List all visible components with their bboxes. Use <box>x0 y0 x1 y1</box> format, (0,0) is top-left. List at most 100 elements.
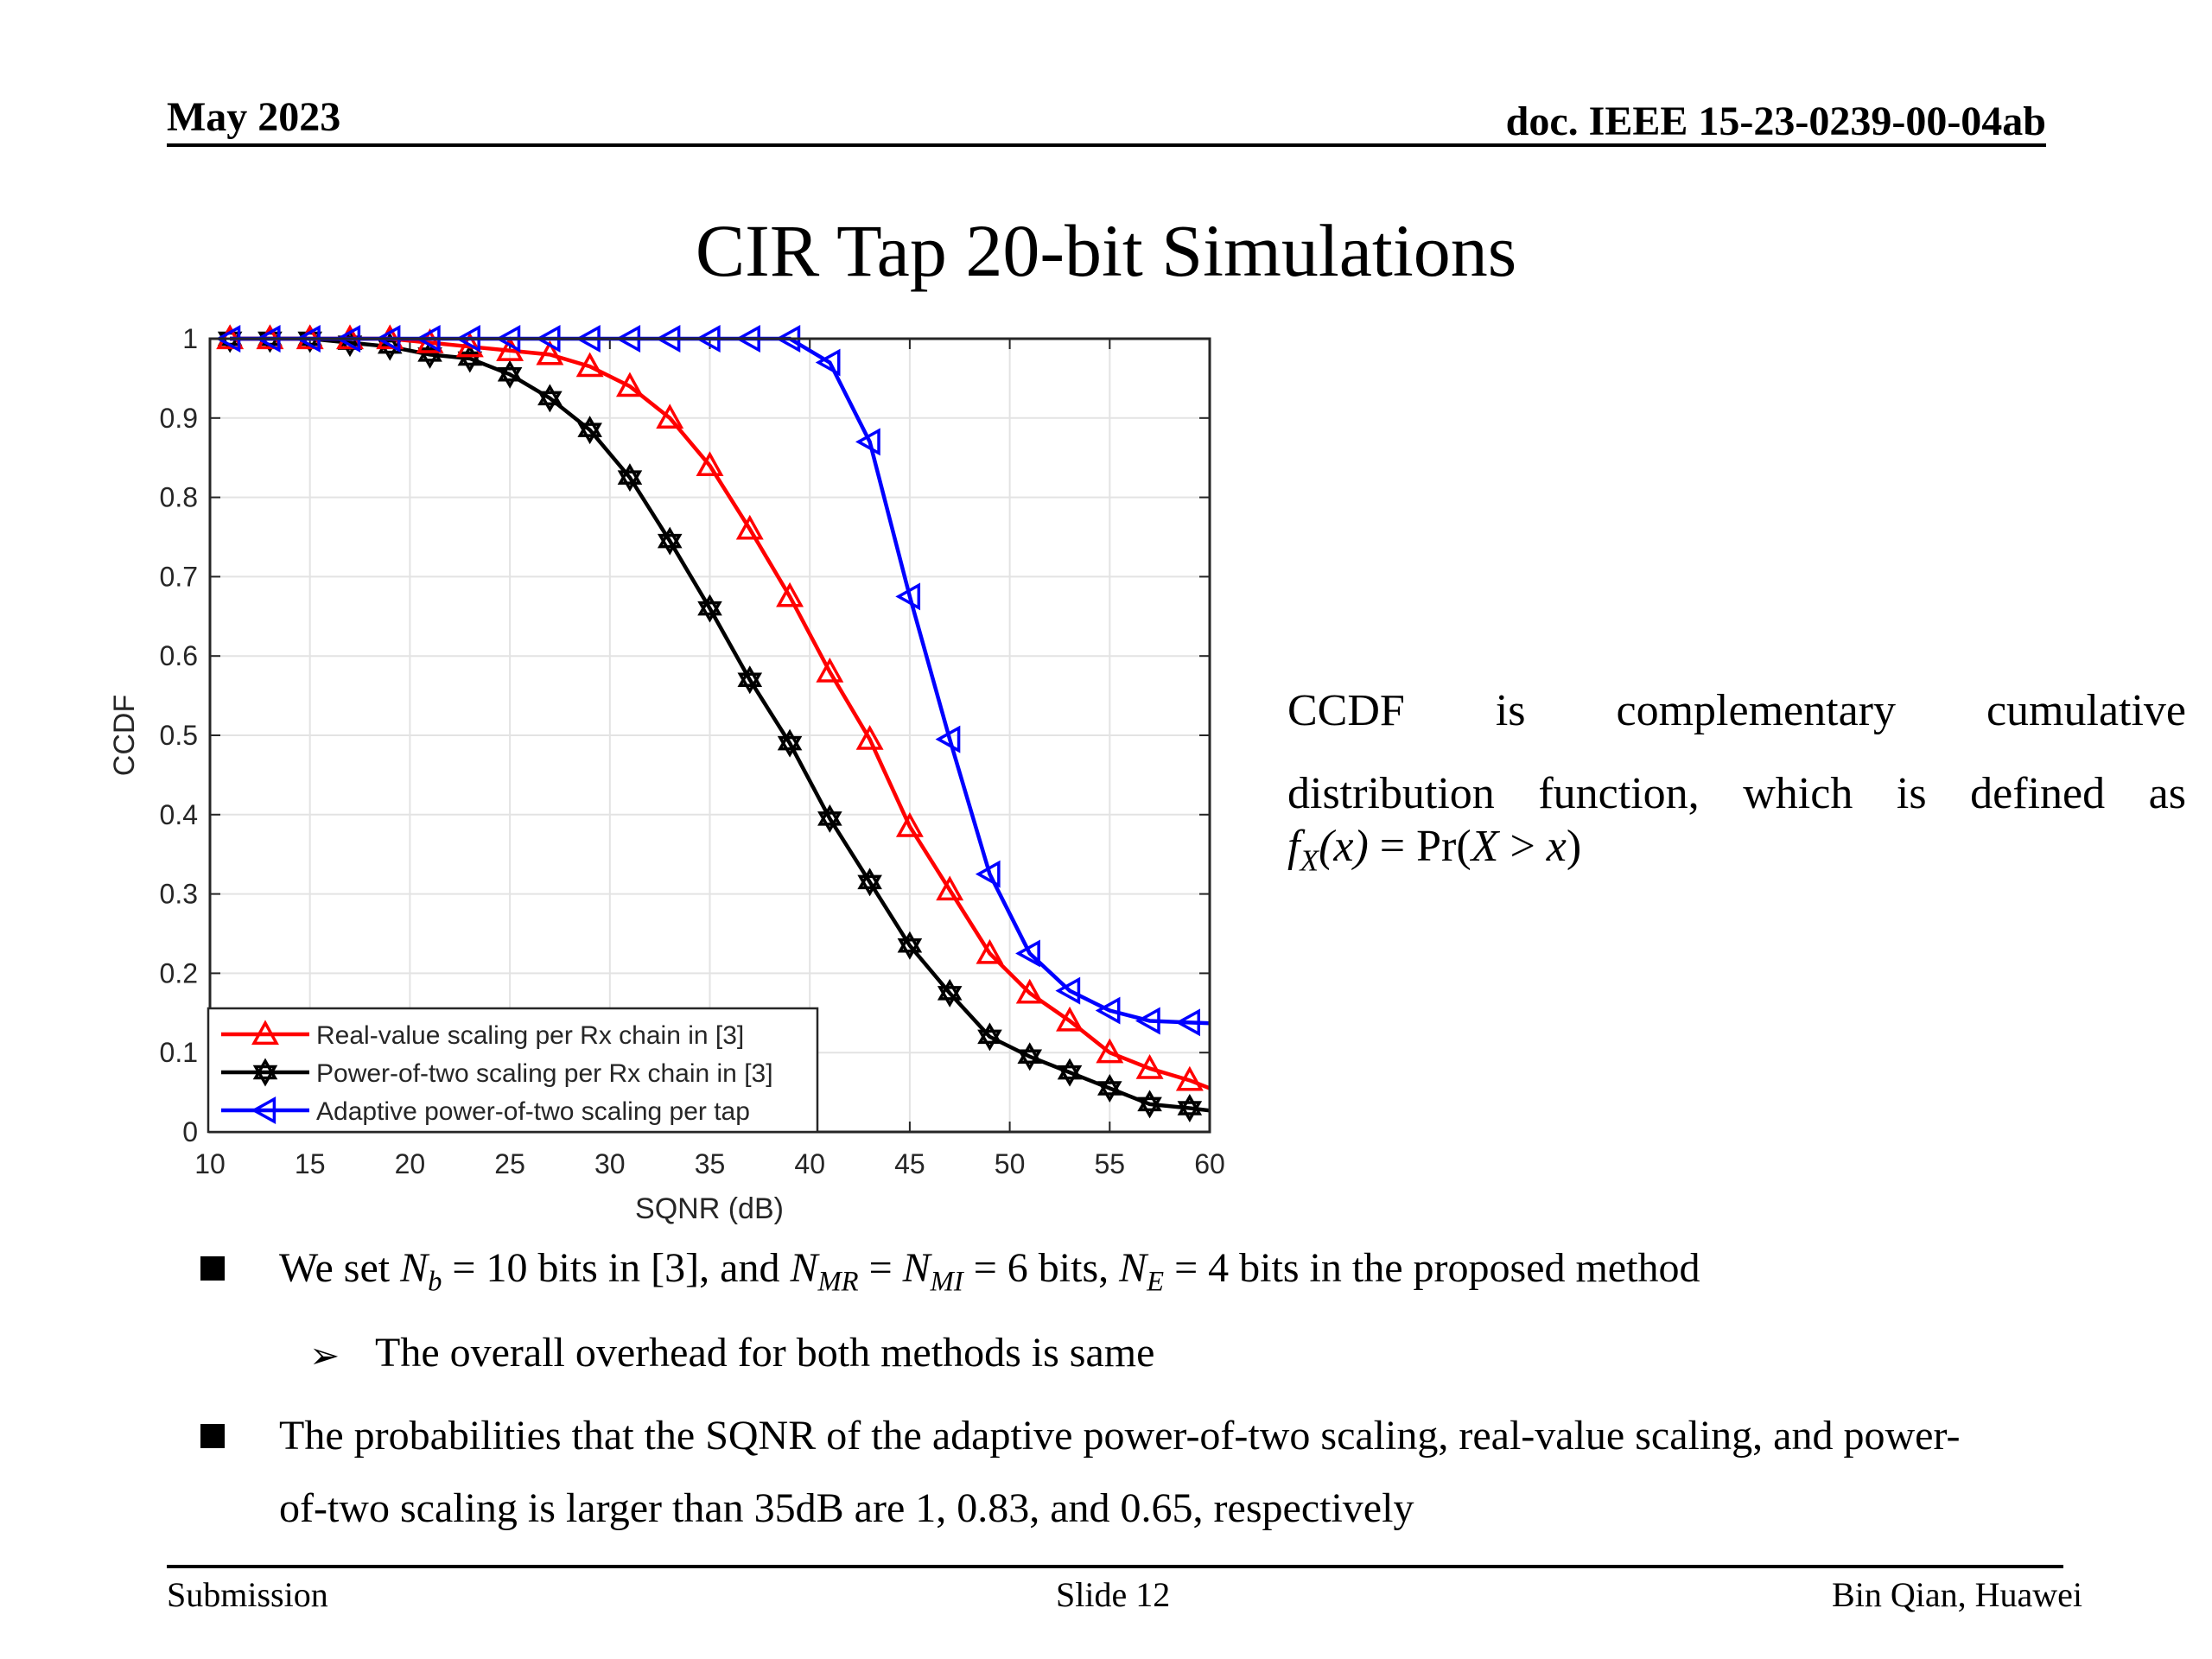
ccdf-formula: fX(x) = Pr(X > x) <box>1287 821 1581 878</box>
x-tick-label: 30 <box>594 1148 626 1179</box>
data-point <box>975 860 1001 888</box>
data-point <box>1095 996 1121 1025</box>
data-point <box>895 582 921 611</box>
data-point <box>1055 976 1081 1005</box>
data-point <box>777 728 803 758</box>
data-point <box>1177 1093 1203 1122</box>
footer-left: Submission <box>167 1575 328 1614</box>
x-tick-label: 50 <box>995 1148 1026 1179</box>
data-point <box>577 416 602 445</box>
bullet-2-line-1: The probabilities that the SQNR of the a… <box>279 1413 1961 1459</box>
y-tick-label: 1 <box>182 323 198 354</box>
data-point <box>1096 1038 1124 1064</box>
y-axis-label: CCDF <box>108 695 141 776</box>
x-tick-label: 55 <box>1095 1148 1126 1179</box>
footer-author: Bin Qian, Huawei <box>1832 1575 2082 1614</box>
y-tick-label: 0.2 <box>160 957 198 988</box>
data-point <box>697 594 722 623</box>
data-point <box>855 724 884 750</box>
data-point <box>1097 1074 1122 1103</box>
data-point <box>537 384 563 413</box>
footer-divider <box>167 1565 2063 1568</box>
x-axis-label: SQNR (dB) <box>635 1192 784 1225</box>
data-point <box>1056 1006 1084 1032</box>
data-point <box>895 811 924 837</box>
legend-item: Real-value scaling per Rx chain in [3] <box>221 1020 744 1050</box>
bullet-1-text: = <box>858 1245 903 1291</box>
legend-marker <box>251 1096 276 1124</box>
bullet-square-icon <box>200 1256 225 1281</box>
data-point <box>817 804 842 833</box>
formula-close: ) <box>1566 822 1582 871</box>
data-point <box>976 938 1004 964</box>
y-tick-label: 0.8 <box>160 482 198 513</box>
y-tick-label: 0.9 <box>160 403 198 434</box>
data-point <box>936 875 964 901</box>
y-tick-label: 0.6 <box>160 640 198 671</box>
formula-sub: X <box>1300 842 1319 878</box>
data-point <box>536 340 564 365</box>
data-point <box>857 868 882 897</box>
data-point <box>735 514 764 540</box>
data-point <box>776 582 804 607</box>
bullet-1-text: We set <box>279 1245 401 1291</box>
x-tick-label: 10 <box>194 1148 226 1179</box>
data-point <box>737 665 763 695</box>
data-point <box>897 931 923 960</box>
bullet-1: We set Nb = 10 bits in [3], and NMR = NM… <box>279 1244 1700 1299</box>
y-tick-label: 0.4 <box>160 799 198 830</box>
data-point <box>1057 1058 1083 1087</box>
formula-x: x <box>1546 822 1567 871</box>
legend-label: Power-of-two scaling per Rx chain in [3] <box>316 1059 773 1088</box>
legend-marker <box>251 1020 279 1046</box>
slide-title: CIR Tap 20-bit Simulations <box>695 209 1517 292</box>
x-tick-label: 25 <box>494 1148 525 1179</box>
data-point <box>816 657 844 683</box>
legend-marker <box>252 1058 278 1087</box>
ccdf-description: CCDF is complementary cumulative distrib… <box>1287 670 2186 836</box>
data-point <box>615 372 644 397</box>
data-point <box>977 1022 1002 1052</box>
footer-slide-number: Slide 12 <box>1056 1575 1171 1614</box>
x-tick-label: 45 <box>894 1148 925 1179</box>
data-point <box>855 428 880 456</box>
bullet-1-text: = 4 bits in the proposed method <box>1164 1245 1700 1291</box>
data-point <box>1137 1090 1162 1119</box>
legend-label: Adaptive power-of-two scaling per tap <box>316 1097 750 1126</box>
data-point <box>657 526 683 556</box>
data-point <box>1175 1065 1204 1091</box>
formula-X: X <box>1471 822 1499 871</box>
data-point <box>497 359 523 389</box>
y-tick-label: 0.5 <box>160 720 198 751</box>
formula-gt: > <box>1498 822 1547 871</box>
formula-eq: = Pr( <box>1368 822 1471 871</box>
x-tick-label: 40 <box>794 1148 825 1179</box>
x-tick-label: 60 <box>1194 1148 1225 1179</box>
header-divider <box>167 143 2046 147</box>
var-sub: MI <box>930 1266 963 1298</box>
data-point <box>575 352 604 378</box>
sub-bullet: The overall overhead for both methods is… <box>375 1330 1155 1376</box>
header-date: May 2023 <box>167 94 341 140</box>
var-N: N <box>1119 1245 1147 1291</box>
ccdf-chart: 10 15 20 25 30 35 40 45 50 55 60 0 0.1 0.2 0.3 0.4 0.5 0.… <box>108 323 1225 1225</box>
bullet-2-line-2: of-two scaling is larger than 35dB are 1… <box>279 1485 1414 1531</box>
legend-label: Real-value scaling per Rx chain in [3] <box>316 1021 744 1050</box>
data-point <box>937 978 963 1007</box>
data-point <box>1015 939 1040 968</box>
x-tick-label: 15 <box>295 1148 326 1179</box>
data-point <box>1175 1008 1201 1037</box>
bullet-1-text: = 6 bits, <box>963 1245 1120 1291</box>
var-N: N <box>790 1245 818 1291</box>
description-line-1: CCDF is complementary cumulative <box>1287 686 2186 735</box>
data-point <box>935 725 961 753</box>
var-N: N <box>400 1245 429 1291</box>
data-point <box>1135 1007 1160 1035</box>
data-point <box>815 348 841 377</box>
legend-item: Adaptive power-of-two scaling per tap <box>221 1096 750 1126</box>
sub-bullet-arrow-icon: ➢ <box>309 1337 340 1376</box>
bullet-square-icon <box>200 1424 225 1448</box>
bullet-1-text: = 10 bits in [3], and <box>442 1245 791 1291</box>
data-point <box>696 451 724 477</box>
data-point <box>656 404 684 429</box>
